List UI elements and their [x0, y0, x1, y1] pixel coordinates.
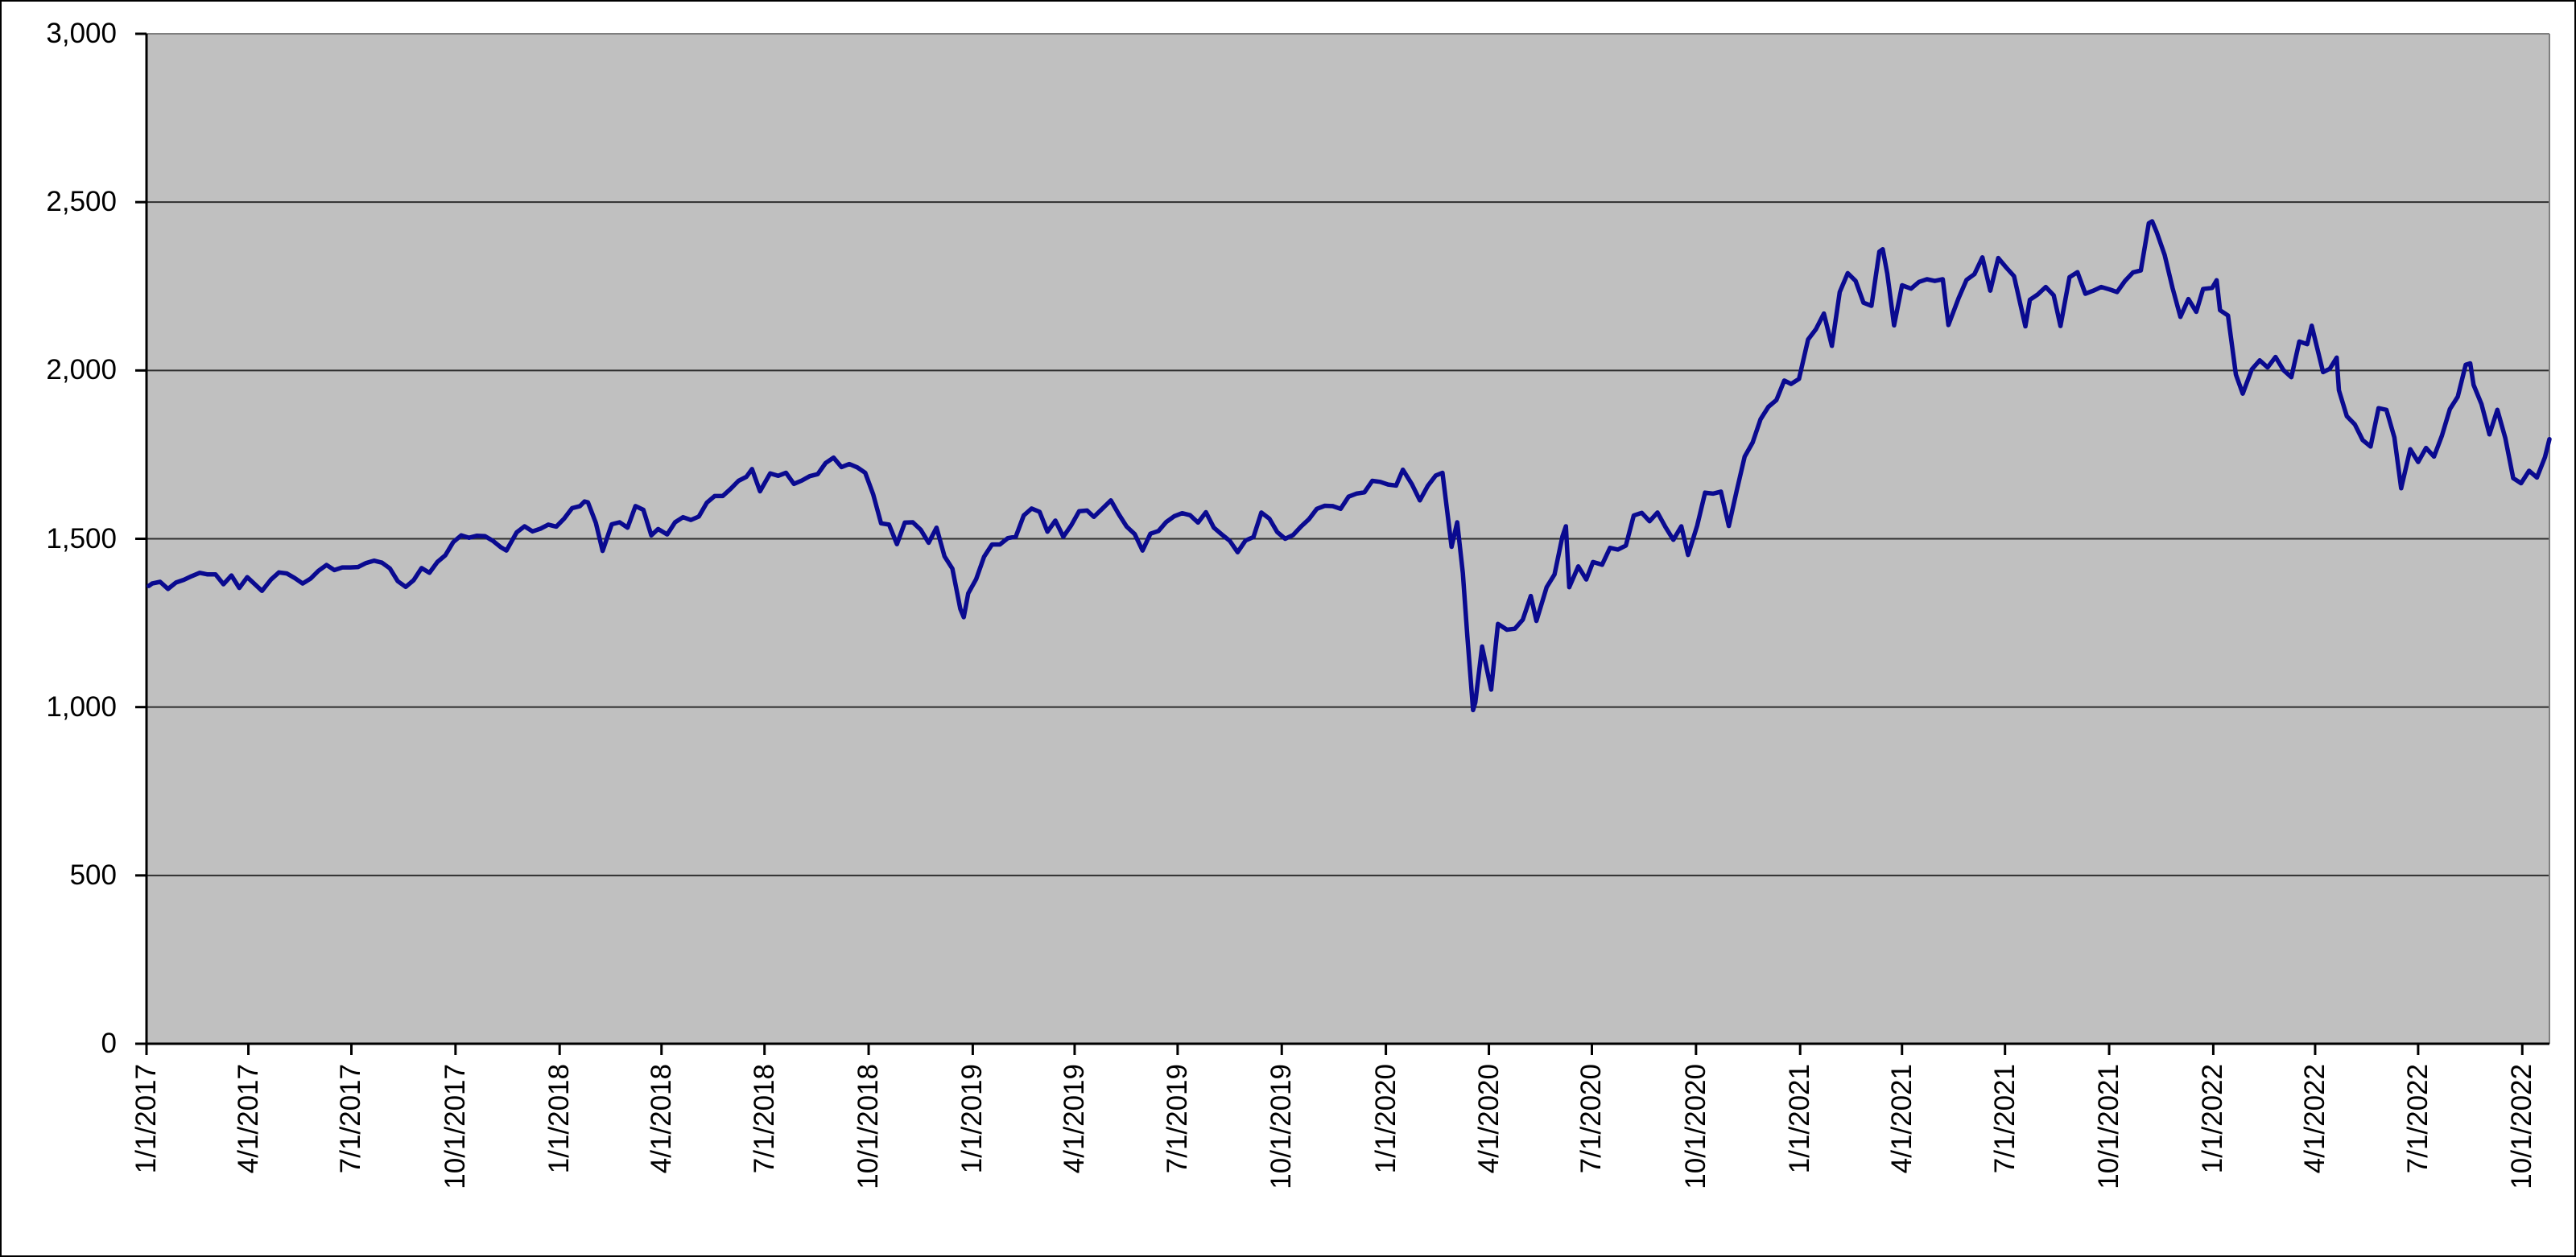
x-axis-label: 1/1/2017: [130, 1064, 162, 1174]
x-axis-label: 1/1/2020: [1369, 1064, 1402, 1174]
x-axis-label: 4/1/2018: [645, 1064, 677, 1174]
x-axis-label: 1/1/2022: [2197, 1064, 2229, 1174]
x-axis-label: 7/1/2018: [748, 1064, 780, 1174]
data-series-line: [147, 219, 2552, 713]
x-axis-label: 4/1/2017: [232, 1064, 264, 1174]
y-axis-label: 1,500: [46, 522, 117, 554]
x-axis-label: 10/1/2019: [1265, 1064, 1298, 1189]
x-axis-label: 7/1/2020: [1575, 1064, 1608, 1174]
x-axis-label: 10/1/2021: [2093, 1064, 2125, 1189]
x-axis-label: 4/1/2020: [1472, 1064, 1505, 1174]
x-axis-label: 10/1/2022: [2506, 1064, 2538, 1189]
y-axis-label: 1,000: [46, 690, 117, 723]
x-axis-label: 10/1/2017: [439, 1064, 471, 1189]
x-axis-label: 1/1/2021: [1784, 1064, 1816, 1174]
x-axis-label: 7/1/2022: [2401, 1064, 2434, 1174]
x-axis-label: 10/1/2018: [852, 1064, 885, 1189]
x-axis-label: 10/1/2020: [1679, 1064, 1711, 1189]
y-axis-label: 2,000: [46, 354, 117, 386]
x-axis-label: 1/1/2018: [543, 1064, 576, 1174]
x-axis-label: 7/1/2019: [1161, 1064, 1193, 1174]
x-axis-label: 4/1/2019: [1058, 1064, 1090, 1174]
x-axis-label: 7/1/2021: [1988, 1064, 2021, 1174]
x-axis-label: 4/1/2021: [1885, 1064, 1918, 1174]
y-axis-label: 3,000: [46, 18, 117, 49]
x-axis-label: 4/1/2022: [2298, 1064, 2330, 1174]
x-axis-label: 1/1/2019: [956, 1064, 989, 1174]
y-axis-label: 500: [69, 859, 117, 891]
y-axis-label: 0: [101, 1028, 117, 1059]
x-axis-label: 7/1/2017: [335, 1064, 367, 1174]
y-axis-label: 2,500: [46, 186, 117, 218]
